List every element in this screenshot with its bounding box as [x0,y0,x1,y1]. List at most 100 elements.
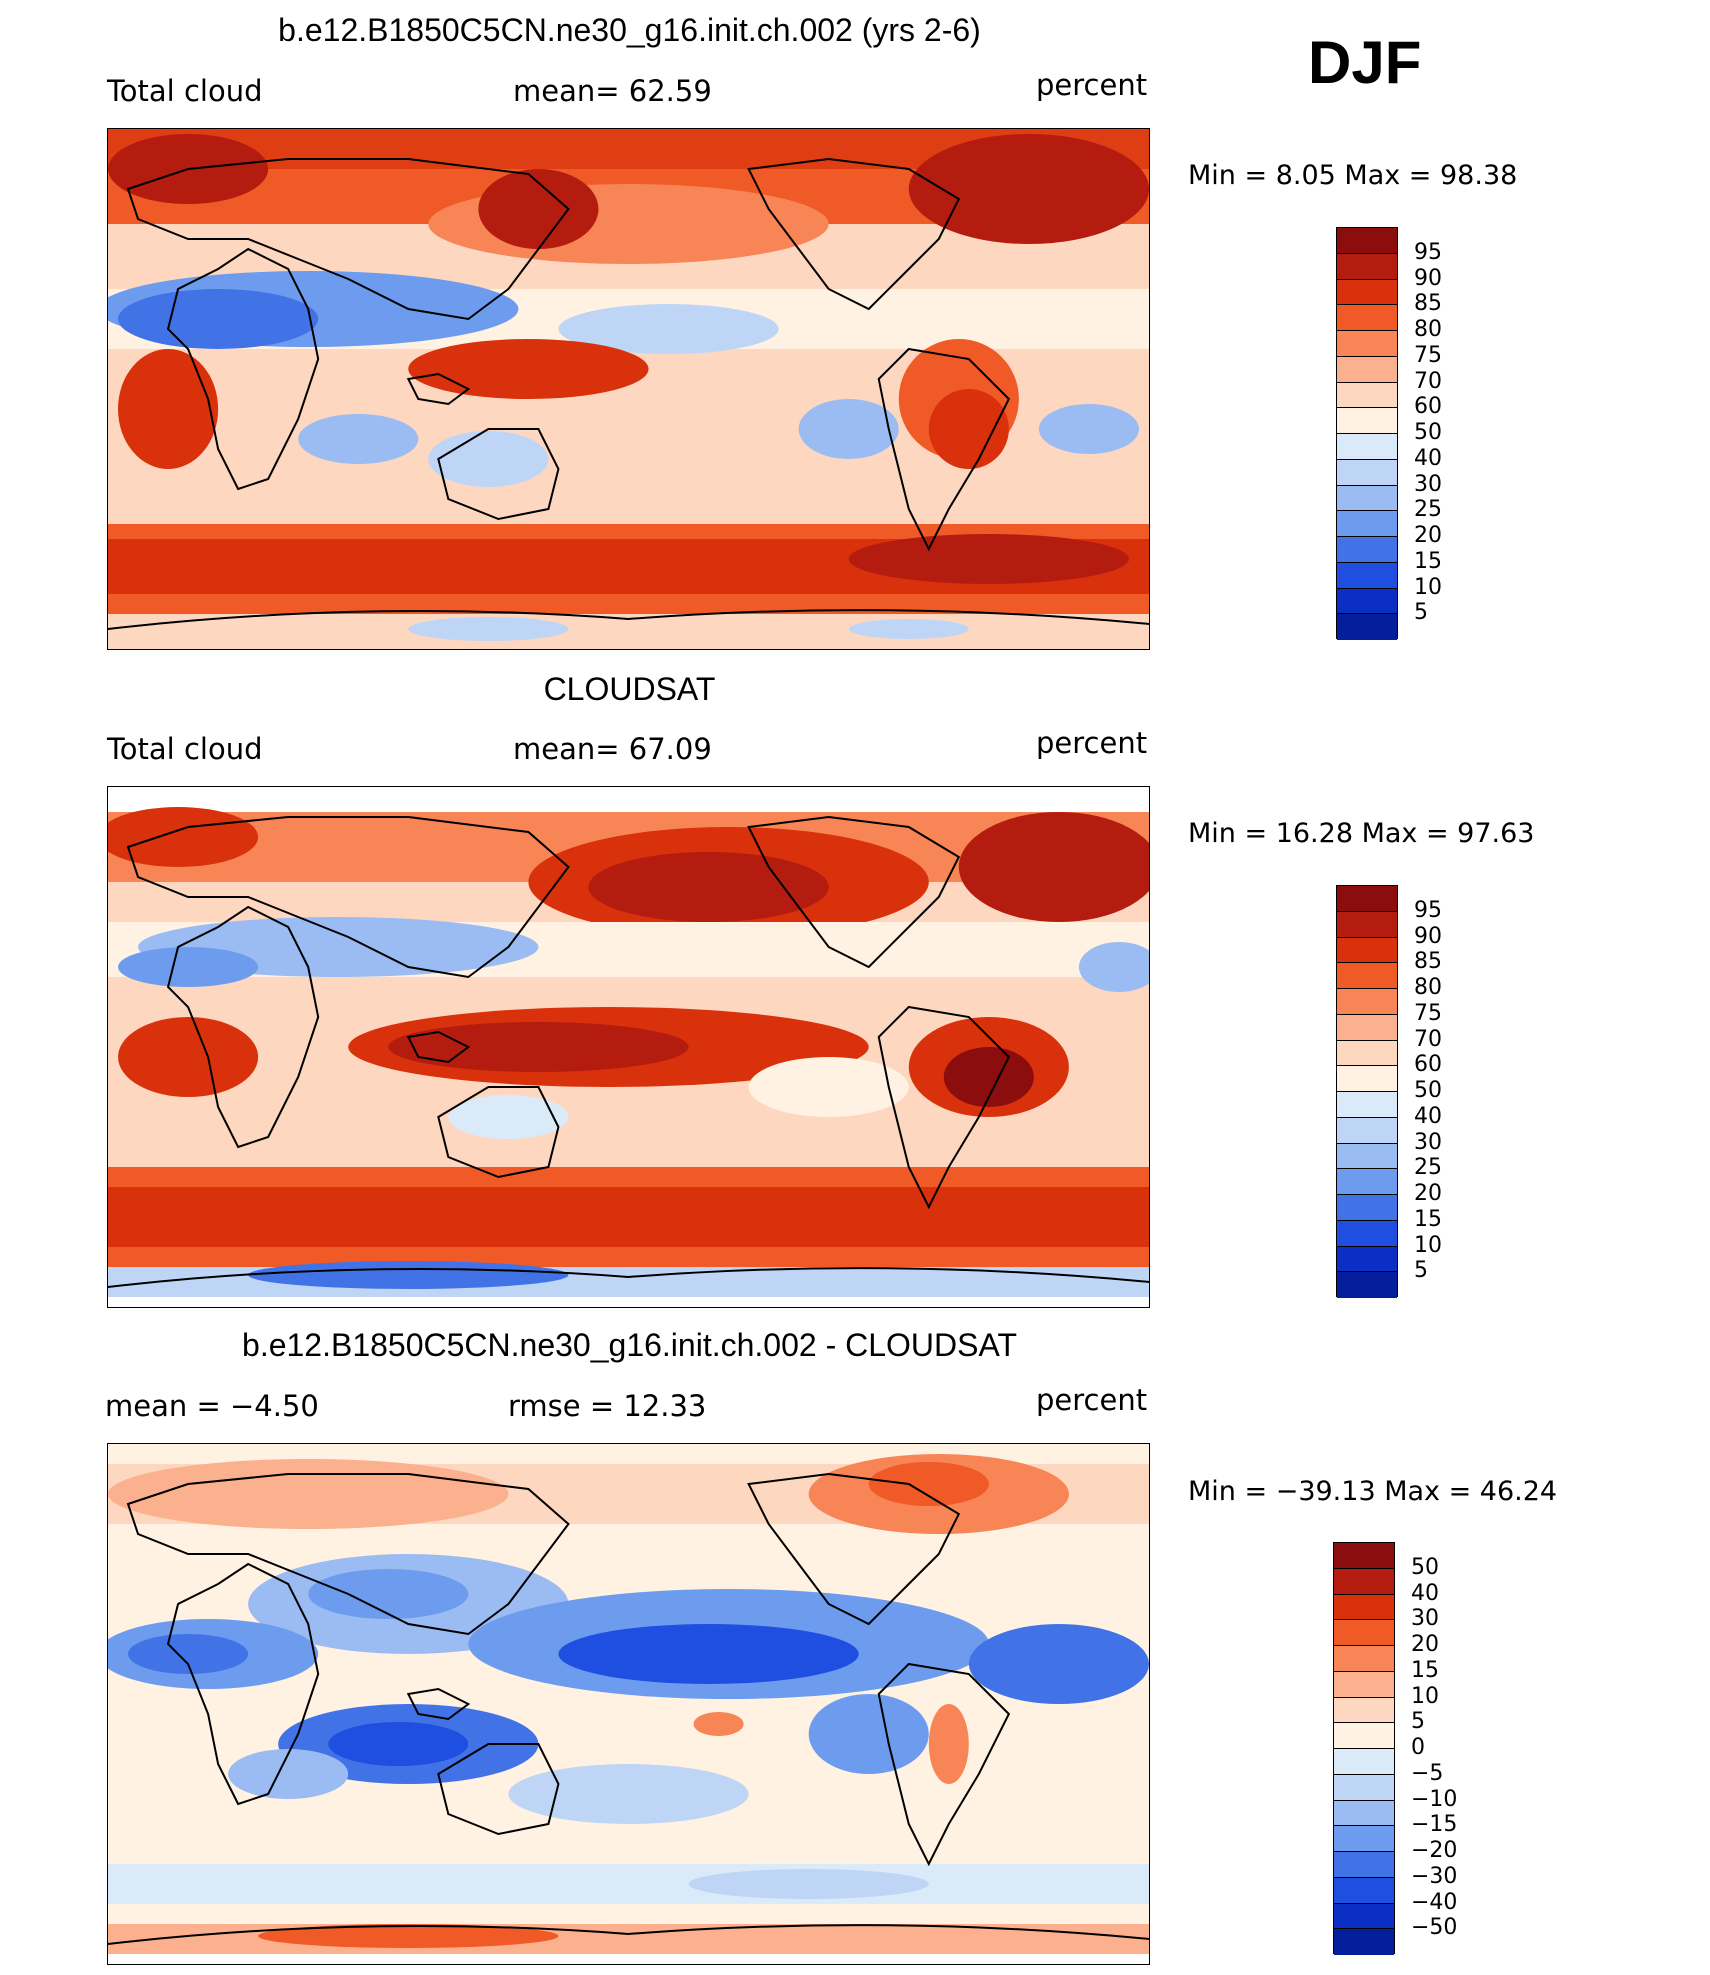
colorbar-label: 10 [1411,1683,1439,1709]
colorbar-swatch [1337,253,1397,280]
colorbar-swatch [1337,1272,1397,1298]
colorbar-swatch [1337,305,1397,331]
colorbar-swatch [1337,485,1397,512]
colorbar-swatch [1337,1246,1397,1273]
colorbar-label: 95 [1414,239,1442,265]
colorbar-swatch [1337,1143,1397,1170]
season-label: DJF [1308,29,1422,96]
colorbar-swatch [1337,1195,1397,1221]
colorbar-swatch [1337,1014,1397,1041]
panel-3-rmse-label: rmse = 12.33 [508,1389,707,1423]
colorbar-label: −50 [1411,1915,1458,1941]
colorbar-label: 40 [1414,1103,1442,1129]
colorbar-label: 85 [1414,949,1442,975]
colorbar-label: −10 [1411,1786,1458,1812]
panel-3-map [107,1443,1150,1965]
colorbar-label: 20 [1414,1181,1442,1206]
colorbar-swatch [1337,434,1397,460]
colorbar-label: 90 [1414,265,1442,291]
colorbar-label: 90 [1414,923,1442,949]
colorbar-label: 60 [1414,1052,1442,1078]
colorbar-label: 40 [1411,1580,1439,1606]
colorbar-swatch [1337,382,1397,409]
colorbar-label: 30 [1411,1606,1439,1632]
colorbar-label: 95 [1414,897,1442,923]
colorbar-swatch [1337,1117,1397,1144]
colorbar-label: 30 [1414,1129,1442,1155]
colorbar-swatch [1334,1852,1394,1878]
panel-1-title: b.e12.B1850C5CN.ne30_g16.init.ch.002 (yr… [278,12,981,48]
panel-1-colorbar-swatches [1336,227,1398,640]
panel-3-title: b.e12.B1850C5CN.ne30_g16.init.ch.002 - C… [242,1327,1017,1363]
colorbar-swatch [1337,1040,1397,1067]
panel-2-units-label: percent [1036,726,1148,760]
panel-3-units-label: percent [1036,1383,1148,1417]
colorbar-label: 20 [1414,523,1442,548]
colorbar-swatch [1337,937,1397,964]
colorbar-label: 85 [1414,291,1442,317]
colorbar-label: 5 [1411,1709,1425,1735]
colorbar-swatch [1337,1092,1397,1118]
colorbar-swatch [1337,911,1397,938]
colorbar-label: −20 [1411,1838,1458,1863]
panel-2-mean-label: mean= 67.09 [513,732,712,766]
colorbar-label: 50 [1414,1078,1442,1103]
colorbar-swatch [1337,989,1397,1015]
colorbar-swatch [1334,1749,1394,1775]
colorbar-swatch [1334,1646,1394,1672]
panel-1-mean-label: mean= 62.59 [513,74,712,108]
panel-1-contour-map [108,129,1149,649]
panel-2-title: CLOUDSAT [543,671,716,707]
colorbar-swatch [1334,1774,1394,1801]
colorbar-label: 40 [1414,445,1442,471]
colorbar-label: 80 [1414,975,1442,1000]
colorbar-swatch [1337,963,1397,989]
colorbar-label: 10 [1414,574,1442,600]
colorbar-swatch [1337,331,1397,357]
colorbar-swatch [1337,356,1397,383]
colorbar-swatch [1334,1594,1394,1621]
panel-2-variable-label: Total cloud [107,732,263,766]
colorbar-label: 20 [1411,1632,1439,1657]
colorbar-label: 70 [1414,1026,1442,1052]
colorbar-label: 25 [1414,497,1442,523]
panel-3-minmax: Min = −39.13 Max = 46.24 [1188,1476,1558,1507]
colorbar-swatch [1334,1697,1394,1724]
colorbar-swatch [1337,562,1397,589]
colorbar-swatch [1334,1543,1394,1569]
colorbar-swatch [1334,1929,1394,1955]
colorbar-label: 60 [1414,394,1442,420]
panel-3-mean-label: mean = −4.50 [105,1389,319,1423]
colorbar-label: 10 [1414,1232,1442,1258]
colorbar-label: 50 [1411,1554,1439,1580]
colorbar-label: 80 [1414,317,1442,342]
colorbar-label: −5 [1411,1760,1444,1786]
colorbar-label: 5 [1414,1258,1428,1284]
colorbar-swatch [1334,1568,1394,1595]
colorbar-label: 30 [1414,471,1442,497]
colorbar-swatch [1334,1671,1394,1698]
colorbar-swatch [1334,1826,1394,1852]
panel-1-minmax: Min = 8.05 Max = 98.38 [1188,160,1518,191]
colorbar-swatch [1337,511,1397,537]
colorbar-swatch [1337,588,1397,615]
colorbar-label: 75 [1414,342,1442,368]
colorbar-label: 75 [1414,1000,1442,1026]
colorbar-label: 25 [1414,1155,1442,1181]
colorbar-swatch [1337,1169,1397,1195]
colorbar-label: −40 [1411,1889,1458,1915]
colorbar-swatch [1337,1220,1397,1247]
panel-2-colorbar-swatches [1336,885,1398,1298]
panel-1-map [107,128,1150,650]
colorbar-swatch [1337,279,1397,306]
colorbar-swatch [1337,228,1397,254]
panel-2-contour-map [108,787,1149,1307]
colorbar-swatch [1337,408,1397,434]
panel-3-contour-map [108,1444,1149,1964]
panel-2-minmax: Min = 16.28 Max = 97.63 [1188,818,1535,849]
colorbar-label: 0 [1411,1735,1425,1760]
colorbar-label: 15 [1414,548,1442,574]
colorbar-swatch [1337,614,1397,640]
colorbar-label: 70 [1414,368,1442,394]
panel-1-units-label: percent [1036,68,1148,102]
